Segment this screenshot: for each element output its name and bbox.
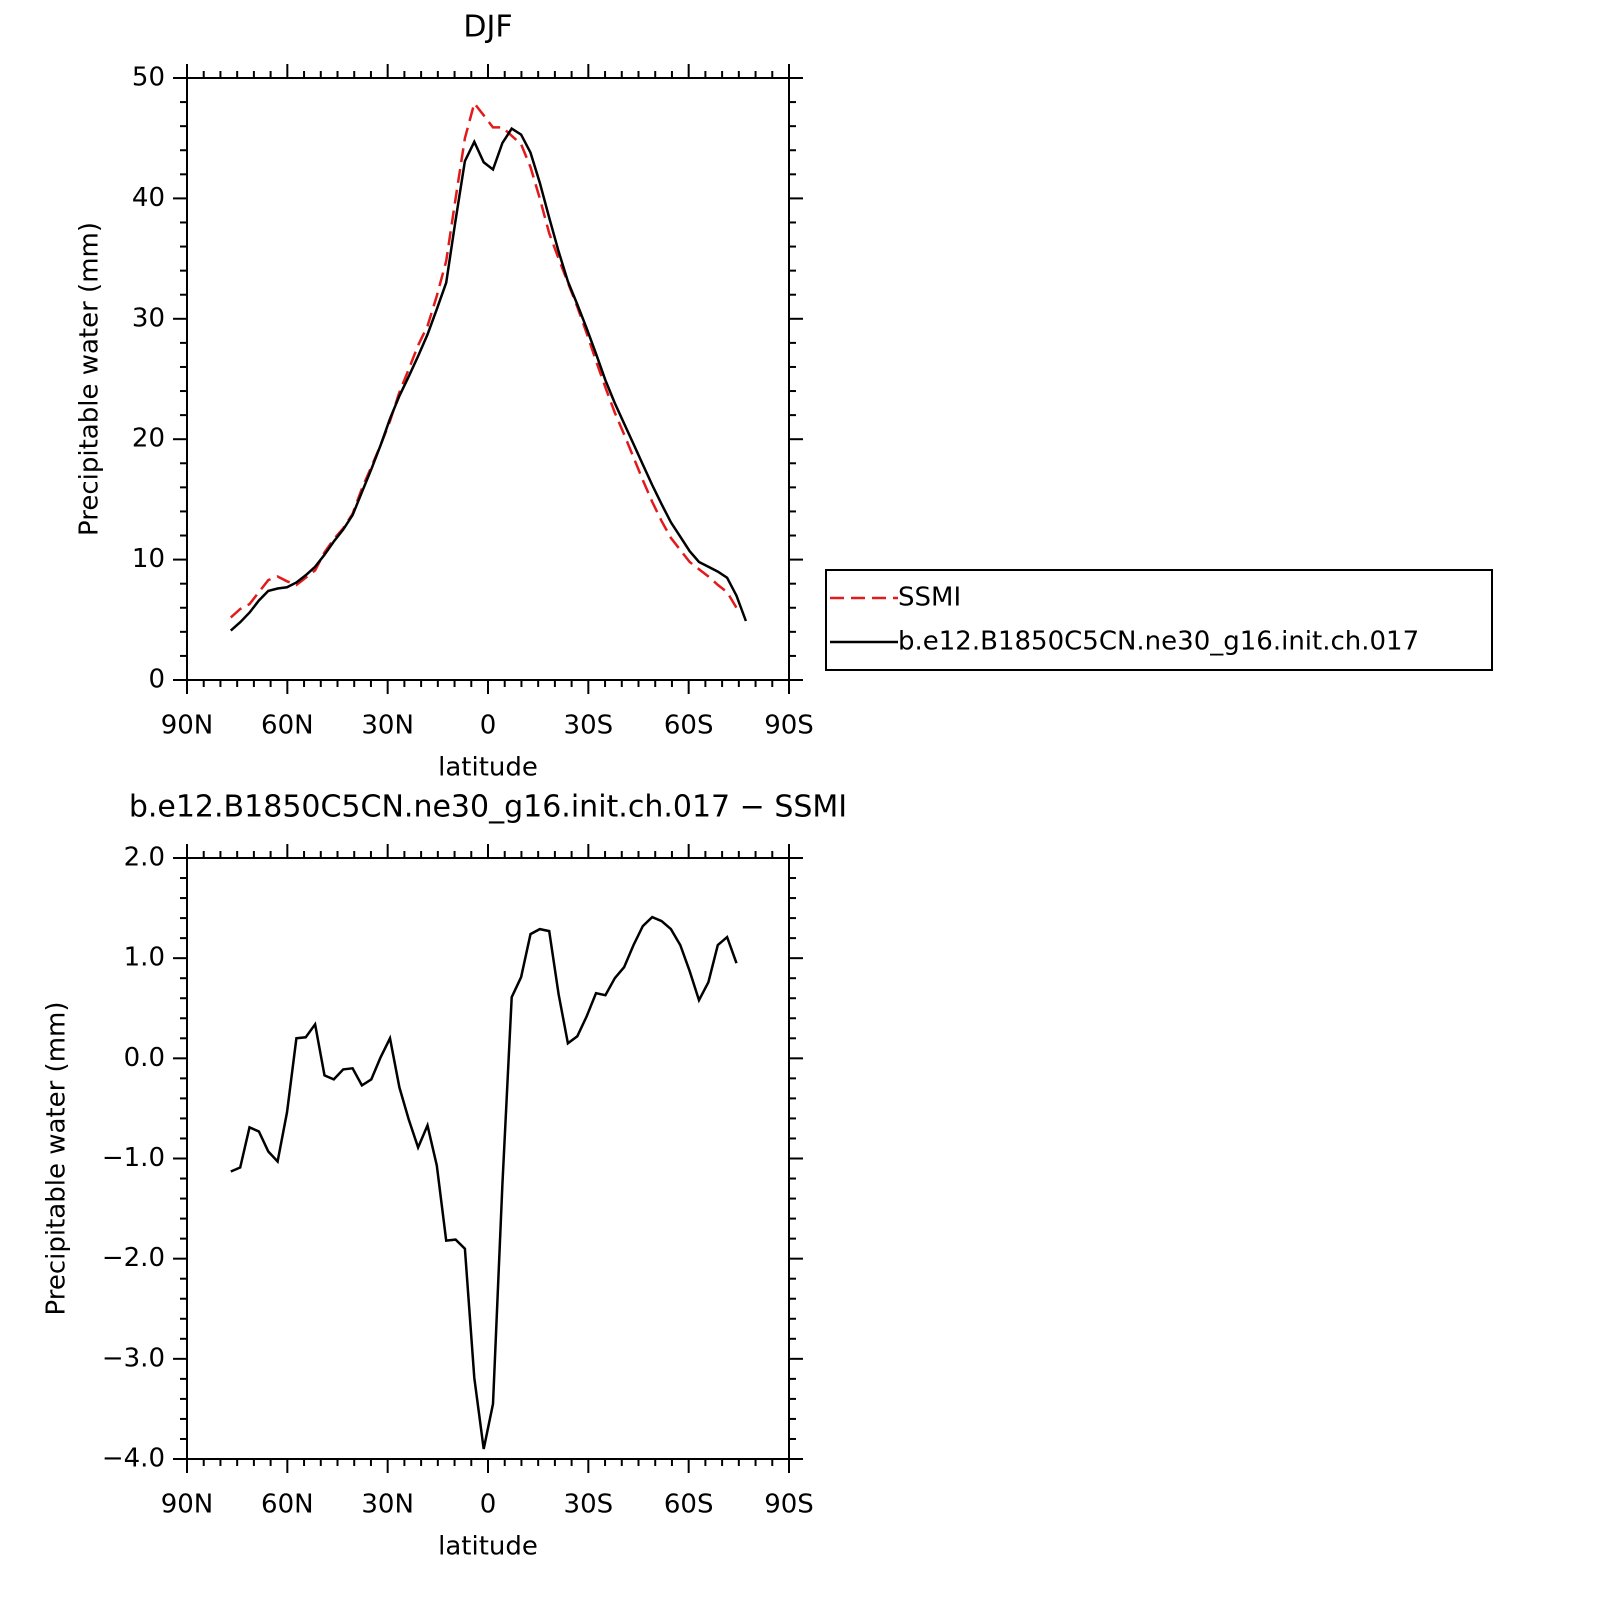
y-tick-label: −2.0 xyxy=(102,1243,165,1273)
legend-label: SSMI xyxy=(898,583,961,613)
legend-label: b.e12.B1850C5CN.ne30_g16.init.ch.017 xyxy=(898,627,1419,657)
y-tick-label: 1.0 xyxy=(124,943,165,973)
x-axis-label: latitude xyxy=(438,753,538,783)
y-tick-label: −3.0 xyxy=(102,1343,165,1373)
x-tick-label: 90S xyxy=(764,711,814,741)
y-tick-label: 10 xyxy=(132,544,165,574)
y-axis-label: Precipitable water (mm) xyxy=(42,1002,72,1316)
y-tick-label: −4.0 xyxy=(102,1444,165,1474)
data-line xyxy=(229,100,738,619)
x-tick-label: 60S xyxy=(664,1490,714,1520)
y-tick-label: 50 xyxy=(132,63,165,93)
y-tick-label: 30 xyxy=(132,303,165,333)
x-tick-label: 30S xyxy=(564,1490,614,1520)
data-line xyxy=(229,126,748,632)
x-axis-label: latitude xyxy=(438,1532,538,1562)
x-tick-label: 90N xyxy=(161,1490,214,1520)
data-line xyxy=(230,915,738,1450)
legend-box xyxy=(825,569,1493,671)
x-tick-label: 60S xyxy=(664,711,714,741)
y-tick-label: 0 xyxy=(148,665,165,695)
y-tick-label: 0.0 xyxy=(124,1043,165,1073)
x-tick-label: 90N xyxy=(161,711,214,741)
x-tick-label: 60N xyxy=(261,711,314,741)
y-tick-label: 40 xyxy=(132,183,165,213)
x-tick-label: 30S xyxy=(564,711,614,741)
x-tick-label: 0 xyxy=(480,711,497,741)
chart-title: DJF xyxy=(463,10,512,45)
x-tick-label: 90S xyxy=(764,1490,814,1520)
y-tick-label: −1.0 xyxy=(102,1143,165,1173)
y-tick-label: 2.0 xyxy=(124,843,165,873)
x-tick-label: 30N xyxy=(361,711,414,741)
x-tick-label: 60N xyxy=(261,1490,314,1520)
chart-title: b.e12.B1850C5CN.ne30_g16.init.ch.017 − S… xyxy=(129,790,847,825)
y-axis-label: Precipitable water (mm) xyxy=(75,222,105,536)
x-tick-label: 30N xyxy=(361,1490,414,1520)
x-tick-label: 0 xyxy=(480,1490,497,1520)
y-tick-label: 20 xyxy=(132,424,165,454)
